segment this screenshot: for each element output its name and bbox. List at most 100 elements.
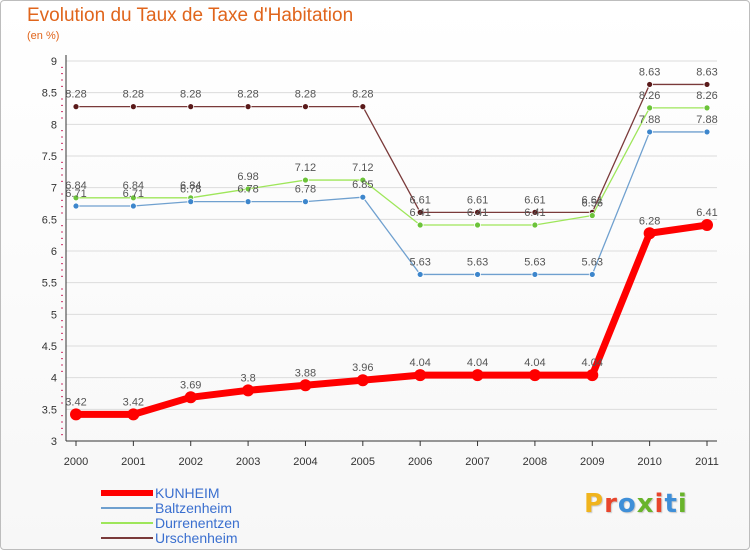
data-label: 3.42 [123, 396, 144, 408]
data-label: 3.69 [180, 379, 201, 391]
data-label: 8.28 [237, 89, 258, 101]
data-point [127, 408, 140, 421]
y-tick-label: 3 [51, 436, 57, 448]
logo-letter: i [677, 489, 688, 519]
data-point [70, 408, 82, 421]
data-point [184, 391, 197, 404]
logo-letter: o [617, 489, 637, 519]
data-label: 7.12 [352, 162, 373, 174]
data-label: 6.84 [65, 180, 86, 192]
data-point [646, 128, 654, 136]
data-point [416, 271, 424, 278]
data-point [531, 221, 539, 229]
data-point [586, 369, 599, 382]
legend-swatch [101, 522, 153, 524]
y-tick-label: 6.5 [42, 214, 57, 226]
data-point [588, 271, 596, 278]
data-label: 8.63 [639, 66, 660, 78]
y-tick-label: 8.5 [42, 88, 57, 100]
legend-label: Durrenentzen [155, 515, 240, 531]
x-tick-label: 2005 [351, 456, 375, 468]
data-point [242, 384, 255, 397]
data-point [471, 369, 484, 382]
series-line-baltzenheim [75, 131, 708, 276]
data-point [187, 103, 195, 110]
data-label: 6.41 [696, 207, 717, 219]
data-point [703, 128, 711, 136]
data-label: 6.84 [180, 180, 201, 192]
data-label: 6.84 [123, 180, 144, 192]
data-label: 6.71 [65, 188, 86, 200]
data-label: 6.56 [582, 198, 603, 210]
data-label: 8.63 [696, 66, 717, 78]
data-label: 4.04 [582, 357, 603, 369]
data-point [528, 369, 541, 382]
data-point [646, 104, 654, 112]
x-tick-label: 2008 [523, 456, 547, 468]
data-point [302, 103, 309, 110]
y-tick-label: 3.5 [42, 404, 57, 416]
legend-label: KUNHEIM [155, 485, 220, 501]
data-label: 4.04 [467, 357, 488, 369]
x-tick-label: 2009 [580, 456, 604, 468]
data-label: 3.8 [240, 372, 255, 384]
x-tick-label: 2011 [695, 456, 719, 468]
data-point [359, 193, 367, 201]
data-label: 6.78 [295, 184, 316, 196]
data-point [474, 221, 481, 229]
data-label: 5.63 [467, 256, 488, 268]
data-label: 6.71 [123, 188, 144, 200]
legend-label: Baltzenheim [155, 500, 233, 516]
data-label: 6.61 [467, 194, 488, 206]
data-label: 8.28 [123, 89, 144, 101]
data-point [129, 202, 137, 210]
legend-swatch [101, 490, 153, 496]
data-label: 6.61 [409, 194, 430, 206]
data-label: 3.42 [65, 396, 86, 408]
data-label: 5.63 [524, 256, 545, 268]
data-point [244, 185, 252, 193]
data-point [531, 271, 539, 278]
data-label: 8.28 [65, 89, 86, 101]
data-point [643, 227, 656, 240]
data-point [474, 271, 481, 278]
data-label: 6.78 [180, 184, 201, 196]
data-label: 6.78 [237, 184, 258, 196]
data-label: 7.12 [295, 162, 316, 174]
logo-letter: t [664, 489, 678, 519]
data-point [129, 103, 137, 110]
data-point [299, 379, 312, 392]
y-tick-label: 4.5 [42, 341, 57, 353]
data-label: 6.41 [409, 207, 430, 219]
logo-letter: x [636, 489, 655, 519]
data-point [531, 208, 539, 216]
data-label: 8.28 [295, 89, 316, 101]
x-tick-label: 2002 [178, 456, 202, 468]
y-tick-label: 6 [51, 246, 57, 258]
data-label: 6.98 [237, 171, 258, 183]
proxiti-logo: Proxiti [584, 489, 688, 519]
data-point [416, 221, 424, 229]
data-point [302, 176, 309, 184]
data-label: 6.28 [639, 215, 660, 227]
data-label: 8.28 [352, 89, 373, 101]
data-point [588, 212, 596, 219]
data-point [701, 219, 713, 232]
data-point [703, 81, 711, 88]
data-label: 8.26 [696, 90, 717, 102]
legend-label: Urschenheim [155, 530, 238, 546]
chart-subtitle: (en %) [27, 30, 60, 42]
x-tick-label: 2003 [236, 456, 260, 468]
x-tick-label: 2004 [293, 456, 317, 468]
data-label: 6.41 [524, 207, 545, 219]
y-tick-label: 4 [51, 373, 57, 385]
data-label: 7.88 [639, 114, 660, 126]
data-point [474, 208, 481, 216]
logo-letter: P [584, 489, 605, 519]
data-point [72, 103, 80, 110]
data-label: 6.61 [582, 194, 603, 206]
x-tick-label: 2010 [637, 456, 661, 468]
data-point [416, 208, 424, 216]
